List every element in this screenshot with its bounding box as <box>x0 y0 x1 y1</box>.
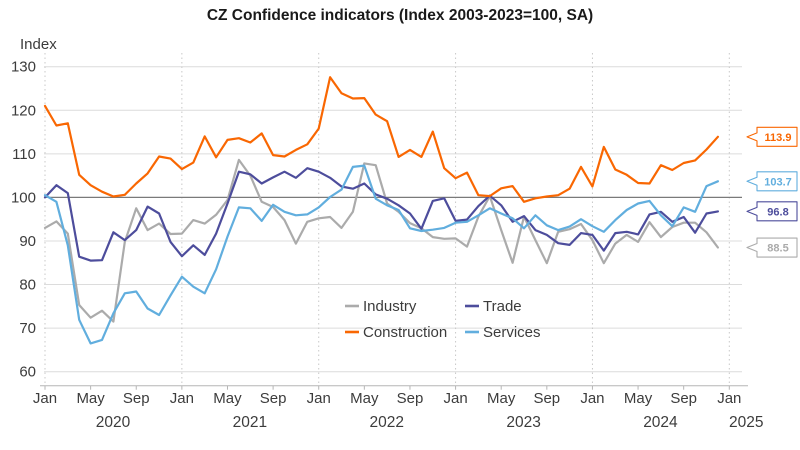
x-year-label-2024: 2024 <box>643 414 678 431</box>
y-tick-label-90: 90 <box>19 233 36 250</box>
x-month-label: Jan <box>580 390 604 407</box>
series-line-industry <box>43 158 720 323</box>
x-month-label: May <box>350 390 379 407</box>
x-year-label-2025: 2025 <box>729 414 763 431</box>
y-tick-label-130: 130 <box>11 59 36 76</box>
callout-value-construction: 113.9 <box>765 132 792 144</box>
y-tick-label-110: 110 <box>12 146 36 163</box>
end-value-callouts: 88.5 113.9 96.8 103.7 <box>746 126 798 258</box>
x-month-label: Sep <box>260 390 287 407</box>
x-month-label: May <box>213 390 242 407</box>
x-month-label: May <box>76 390 105 407</box>
y-tick-label-120: 120 <box>11 102 36 119</box>
series-lines <box>43 76 720 345</box>
callout-box-construction <box>746 126 798 147</box>
callout-value-services: 103.7 <box>764 176 792 188</box>
y-tick-label-100: 100 <box>11 189 36 206</box>
axes <box>40 385 748 390</box>
x-month-label: Jan <box>717 390 741 407</box>
horizontal-gridlines <box>44 66 742 373</box>
x-month-label: Jan <box>170 390 194 407</box>
y-tick-label-70: 70 <box>19 320 36 337</box>
y-axis-title: Index <box>20 36 57 53</box>
callout-value-industry: 88.5 <box>767 243 788 255</box>
legend-label-industry: Industry <box>363 298 417 315</box>
x-month-label: Sep <box>533 390 560 407</box>
x-month-label: May <box>624 390 653 407</box>
legend-label-trade: Trade <box>483 298 522 315</box>
x-year-label-2023: 2023 <box>506 414 540 431</box>
callout-value-trade: 96.8 <box>767 206 788 218</box>
x-month-label: Sep <box>123 390 150 407</box>
callout-box-trade <box>746 201 798 222</box>
callout-box-services <box>746 171 798 192</box>
chart-title: CZ Confidence indicators (Index 2003-202… <box>207 7 593 24</box>
x-year-label-2021: 2021 <box>233 414 267 431</box>
series-line-construction <box>43 76 720 203</box>
callout-box-industry <box>746 237 798 258</box>
legend-label-construction: Construction <box>363 324 447 341</box>
x-month-label: Sep <box>670 390 697 407</box>
chart-legend: Industry Construction Trade Services <box>345 298 541 341</box>
x-month-label: Jan <box>33 390 57 407</box>
series-line-trade <box>43 167 720 262</box>
x-month-label: Sep <box>397 390 424 407</box>
y-tick-label-80: 80 <box>19 277 36 294</box>
x-month-label: May <box>487 390 516 407</box>
x-month-label: Jan <box>307 390 331 407</box>
x-tick-labels: Jan May Sep 2020 Jan May Sep 2021 Jan May Sep 2022 J… <box>33 390 764 431</box>
y-tick-label-60: 60 <box>19 364 36 381</box>
vertical-gridlines <box>44 53 730 386</box>
x-month-label: Jan <box>443 390 467 407</box>
y-tick-labels: 60 70 80 90 100 110 120 130 <box>11 59 36 381</box>
series-line-services <box>43 164 720 345</box>
x-year-label-2020: 2020 <box>96 414 131 431</box>
legend-label-services: Services <box>483 324 541 341</box>
x-year-label-2022: 2022 <box>369 414 403 431</box>
